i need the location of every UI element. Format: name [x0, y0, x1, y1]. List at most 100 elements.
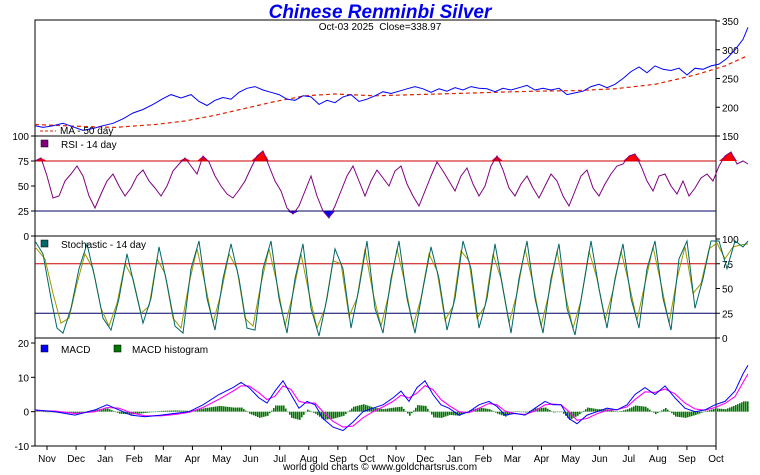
month-tick-label: Jul — [273, 454, 286, 465]
macd-histogram-bar — [103, 408, 105, 412]
macd-histogram-bar — [177, 410, 179, 412]
macd-histogram-bar — [235, 407, 237, 412]
price-tick-label: 250 — [722, 75, 739, 86]
macd-histogram-bar — [499, 411, 501, 415]
macd-histogram-bar — [301, 411, 303, 418]
macd-histogram-bar — [417, 405, 419, 412]
macd-histogram-bar — [451, 411, 453, 416]
macd-histogram-bar — [551, 411, 553, 412]
macd-histogram-legend-label: MACD histogram — [132, 345, 208, 356]
rsi-legend-label: RSI - 14 day — [61, 140, 117, 151]
macd-histogram-bar — [589, 407, 591, 412]
macd-histogram-bar — [309, 410, 311, 412]
rsi-tick-label: 25 — [18, 207, 30, 218]
macd-histogram-bar — [539, 408, 541, 412]
rsi-tick-label: 100 — [12, 132, 29, 143]
macd-histogram-bar — [325, 411, 327, 420]
macd-histogram-bar — [609, 409, 611, 412]
macd-histogram-bar — [277, 405, 279, 412]
panel-frame-rsi — [34, 135, 717, 237]
macd-histogram-bar — [663, 409, 665, 412]
macd-histogram-bar — [217, 406, 219, 412]
macd-histogram-bar — [687, 411, 689, 418]
macd-histogram-bar — [591, 408, 593, 412]
ma-legend-label: MA - 50 day — [60, 126, 113, 137]
macd-histogram-bar — [509, 411, 511, 415]
macd-histogram-bar — [659, 411, 661, 413]
rsi-legend-swatch — [40, 139, 49, 148]
macd-histogram-bar — [447, 411, 449, 416]
macd-histogram-bar — [117, 411, 119, 413]
price-tick-label: 300 — [722, 46, 739, 57]
macd-histogram-bar — [459, 411, 461, 416]
macd-histogram-bar — [297, 411, 299, 420]
macd-histogram-bar — [127, 411, 129, 415]
macd-histogram-bar — [543, 407, 545, 412]
stoch-legend-label: Stochastic - 14 day — [61, 240, 146, 251]
macd-histogram-bar — [683, 411, 685, 418]
macd-histogram-bar — [161, 410, 163, 412]
macd-histogram-bar — [439, 411, 441, 418]
macd-histogram-bar — [351, 408, 353, 412]
macd-histogram-bar — [253, 411, 255, 416]
month-tick-label: Oct — [359, 454, 375, 465]
macd-histogram-bar — [411, 411, 413, 414]
price-tick-label: 200 — [722, 103, 739, 114]
macd-histogram-bar — [711, 409, 713, 412]
macd-histogram-bar — [37, 411, 39, 412]
macd-histogram-bar — [437, 411, 439, 418]
close-value: Close=338.97 — [379, 22, 442, 33]
macd-histogram-bar — [353, 406, 355, 412]
macd-histogram-bar — [299, 411, 301, 420]
macd-histogram-bar — [213, 406, 215, 412]
price-tick-label: 150 — [722, 132, 739, 143]
macd-histogram-bar — [495, 411, 497, 413]
macd-histogram-bar — [179, 410, 181, 412]
macd-tick-label: -10 — [15, 442, 30, 453]
macd-histogram-bar — [73, 411, 75, 414]
month-tick-label: Feb — [475, 454, 493, 465]
macd-histogram-bar — [149, 411, 151, 413]
macd-histogram-bar — [669, 411, 671, 412]
macd-histogram-bar — [347, 411, 349, 413]
macd-histogram-bar — [587, 407, 589, 412]
macd-signal-line — [34, 373, 749, 428]
macd-histogram-bar — [321, 411, 323, 419]
macd-histogram-bar — [429, 411, 431, 413]
macd-histogram-bar — [285, 408, 287, 412]
macd-histogram-bar — [223, 406, 225, 412]
macd-histogram-bar — [491, 410, 493, 412]
macd-histogram-bar — [709, 410, 711, 412]
macd-histogram-bar — [35, 410, 37, 412]
macd-histogram-bar — [339, 411, 341, 417]
macd-histogram-bar — [525, 411, 527, 413]
rsi-overbought-fill — [719, 156, 725, 161]
rsi-oversold-fill — [329, 211, 335, 218]
macd-histogram-bar — [75, 411, 77, 414]
price-line — [34, 27, 749, 131]
macd-histogram-bar — [569, 411, 571, 420]
macd-histogram-bar — [295, 411, 297, 419]
macd-histogram-bar — [229, 407, 231, 412]
macd-histogram-bar — [449, 411, 451, 415]
chart-footer: world gold charts © www.goldchartsrus.co… — [282, 462, 478, 473]
macd-histogram-bar — [617, 411, 619, 413]
macd-histogram-bar — [647, 408, 649, 412]
macd-histogram-bar — [371, 406, 373, 412]
macd-histogram-bar — [655, 411, 657, 415]
macd-histogram-bar — [747, 401, 749, 412]
macd-histogram-bar — [263, 411, 265, 417]
macd-histogram-bar — [423, 405, 425, 412]
macd-histogram-bar — [485, 408, 487, 412]
macd-histogram-bar — [115, 411, 117, 413]
rsi-tick-label: 0 — [23, 232, 29, 243]
macd-histogram-bar — [165, 410, 167, 412]
macd-histogram-bar — [139, 411, 141, 414]
macd-histogram-bar — [573, 411, 575, 418]
macd-histogram-bar — [489, 409, 491, 412]
macd-histogram-bar — [199, 409, 201, 412]
macd-histogram-bar — [483, 408, 485, 412]
macd-line — [34, 365, 749, 432]
macd-histogram-bar — [345, 411, 347, 414]
rsi-oversold-fill — [287, 211, 293, 214]
